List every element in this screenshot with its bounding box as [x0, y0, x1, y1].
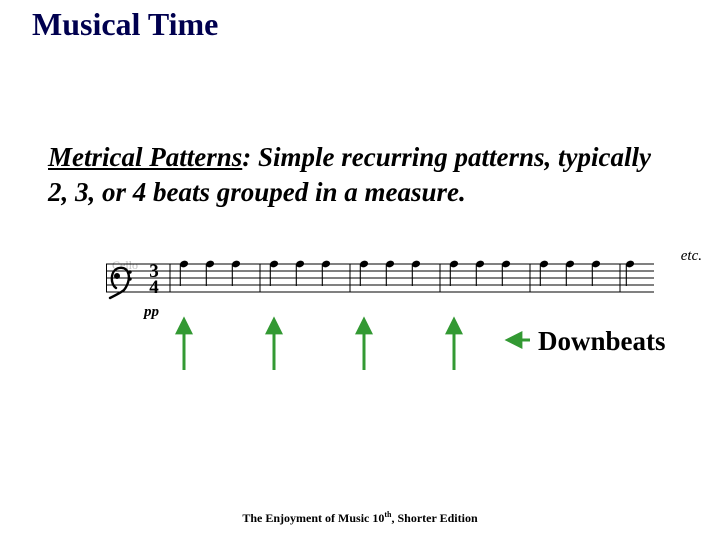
music-notation: 34 [106, 250, 654, 312]
subtitle-label: Metrical Patterns [48, 142, 242, 172]
metrical-patterns-text: Metrical Patterns: Simple recurring patt… [48, 140, 672, 210]
footer-citation: The Enjoyment of Music 10th, Shorter Edi… [0, 510, 720, 526]
slide-title: Musical Time [32, 6, 218, 43]
etc-label: etc. [681, 248, 702, 265]
downbeats-label: Downbeats [538, 326, 666, 357]
dynamic-marking: pp [144, 304, 159, 321]
footer-post: , Shorter Edition [392, 511, 478, 525]
footer-pre: The Enjoyment of Music 10 [242, 511, 384, 525]
svg-text:4: 4 [149, 277, 159, 298]
footer-sup: th [384, 510, 391, 519]
